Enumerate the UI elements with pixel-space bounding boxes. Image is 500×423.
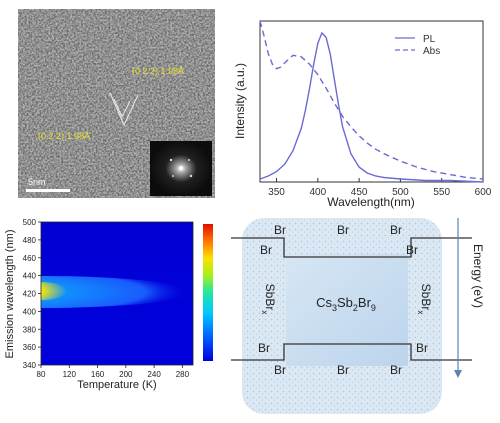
- pl-x-axis-label: Wavelength(nm): [327, 195, 415, 209]
- pl-abs-plot: 350 400 450 500 550 600 PL Abs Wavelength(nm)…: [233, 20, 492, 209]
- br-label: Br: [390, 363, 402, 377]
- heatmap-y-tick-label: 440: [23, 272, 37, 281]
- pl-abs-chart: 350 400 450 500 550 600 PL Abs Wavelength(nm)…: [215, 0, 500, 210]
- heatmap-x-tick-label: 240: [147, 370, 161, 379]
- heatmap-x-tick-label: 160: [91, 370, 105, 379]
- right-shell-label: SbBrx: [416, 284, 433, 315]
- heatmap-x-tick-label: 280: [176, 370, 190, 379]
- legend-label-abs: Abs: [423, 46, 440, 57]
- core-region: [286, 254, 408, 366]
- series-line-abs: [259, 20, 484, 180]
- pl-x-tick-label: 450: [351, 187, 368, 198]
- energy-axis-label: Energy (eV): [471, 244, 485, 308]
- br-label: Br: [258, 341, 270, 355]
- band-structure-schematic: Br Br Br Br Br Br Br Br Br Br Cs3Sb2Br9 …: [231, 218, 485, 414]
- br-label: Br: [337, 223, 349, 237]
- br-label: Br: [274, 223, 286, 237]
- fft-inset: [150, 141, 212, 196]
- energy-arrow-head: [454, 370, 462, 378]
- pl-x-tick-label: 500: [392, 187, 409, 198]
- left-shell-label: SbBrx: [260, 284, 277, 315]
- heatmap-x-tick-label: 120: [63, 370, 77, 379]
- heatmap-y-tick-label: 460: [23, 254, 37, 263]
- valence-band-line: [231, 343, 472, 361]
- heatmap-x-tick-label: 80: [37, 370, 46, 379]
- heatmap-y-tick-label: 400: [23, 307, 37, 316]
- core-formula: Cs3Sb2Br9: [316, 295, 376, 313]
- band-diagram: Br Br Br Br Br Br Br Br Br Br Cs3Sb2Br9 …: [228, 210, 500, 418]
- br-label: Br: [390, 223, 402, 237]
- heatmap-y-tick-label: 340: [23, 361, 37, 370]
- pl-x-tick-label: 550: [433, 187, 450, 198]
- heatmap-x-tick-label: 200: [119, 370, 133, 379]
- heatmap-y-tick-label: 480: [23, 236, 37, 245]
- heatmap-y-tick-label: 360: [23, 343, 37, 352]
- legend: PL Abs: [395, 34, 440, 57]
- temperature-heatmap: 80 120 160 200 240 280 340 360 380 400 420 440 460 48…: [0, 210, 225, 418]
- heatmap-y-tick-label: 380: [23, 325, 37, 334]
- color-scale-bar: [203, 224, 213, 361]
- scale-bar: [26, 189, 70, 192]
- heatmap-y-tick-label: 500: [23, 218, 37, 227]
- pl-y-axis-label: Intensity (a.u.): [233, 63, 247, 139]
- heatmap-band: [41, 276, 191, 308]
- br-label: Br: [260, 243, 272, 257]
- tem-micrograph: (0 2 2) 1.98Å (0 2 2) 1.98Å 5nm: [18, 9, 215, 198]
- pl-x-tick-label: 350: [268, 187, 285, 198]
- heatmap-y-axis-label: Emission wavelength (nm): [4, 230, 16, 359]
- bromine-labels: Br Br Br Br Br Br Br Br Br Br: [258, 223, 428, 377]
- scale-bar-label: 5nm: [28, 177, 46, 187]
- lattice-label-bottom: (0 2 2) 1.98Å: [38, 131, 90, 141]
- br-label: Br: [274, 363, 286, 377]
- br-label: Br: [406, 243, 418, 257]
- series-line-pl: [259, 31, 484, 183]
- plot-frame: [259, 20, 484, 183]
- br-label: Br: [337, 363, 349, 377]
- pl-x-tick-label: 400: [309, 187, 326, 198]
- tem-image: (0 2 2) 1.98Å (0 2 2) 1.98Å 5nm: [18, 9, 215, 198]
- lattice-marker: [109, 92, 139, 127]
- lattice-label-top: (0 2 2) 1.98Å: [132, 66, 184, 76]
- br-label: Br: [416, 341, 428, 355]
- heatmap-x-axis-label: Temperature (K): [77, 379, 156, 391]
- heatmap-y-tick-label: 420: [23, 290, 37, 299]
- pl-x-tick-label: 600: [475, 187, 492, 198]
- heatmap-plot: 80 120 160 200 240 280 340 360 380 400 420 440 460 48…: [4, 218, 213, 391]
- legend-label-pl: PL: [423, 34, 436, 45]
- conduction-band-line: [231, 237, 472, 258]
